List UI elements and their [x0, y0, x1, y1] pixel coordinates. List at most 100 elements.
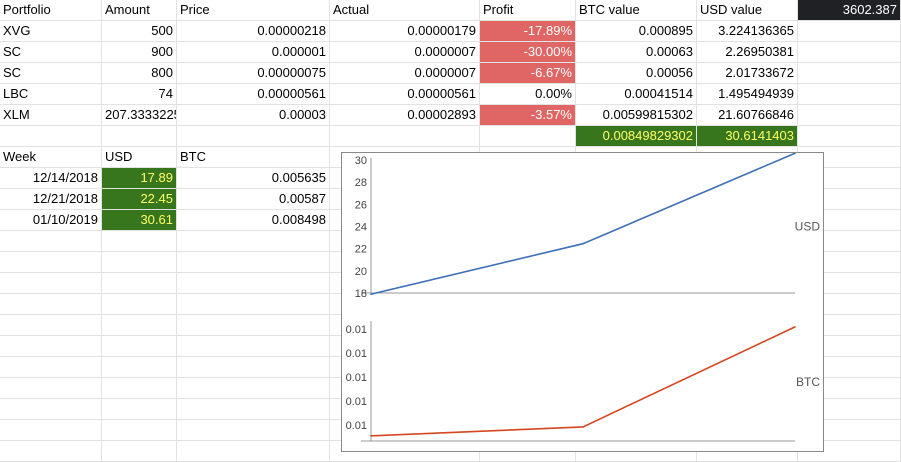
empty-cell[interactable]	[0, 441, 102, 462]
header-cell[interactable]: Profit	[480, 0, 576, 21]
empty-cell[interactable]	[798, 63, 901, 84]
empty-cell[interactable]	[102, 441, 177, 462]
empty-cell[interactable]	[798, 84, 901, 105]
header-cell[interactable]: Amount	[102, 0, 177, 21]
total-btc-cell[interactable]: 0.00849829302	[576, 126, 697, 147]
empty-cell[interactable]	[798, 42, 901, 63]
usd-value-cell[interactable]: 3.224136365	[697, 21, 798, 42]
empty-cell[interactable]	[0, 336, 102, 357]
empty-cell[interactable]	[0, 315, 102, 336]
profit-cell[interactable]: -30.00%	[480, 42, 576, 63]
empty-cell[interactable]	[177, 294, 330, 315]
empty-cell[interactable]	[102, 231, 177, 252]
empty-cell[interactable]	[102, 420, 177, 441]
empty-cell[interactable]	[177, 252, 330, 273]
header-cell[interactable]: Portfolio	[0, 0, 102, 21]
amount-cell[interactable]: 900	[102, 42, 177, 63]
empty-cell[interactable]	[0, 378, 102, 399]
coin-cell[interactable]: SC	[0, 63, 102, 84]
empty-cell[interactable]	[102, 273, 177, 294]
empty-cell[interactable]	[177, 399, 330, 420]
profit-cell[interactable]: -6.67%	[480, 63, 576, 84]
price-cell[interactable]: 0.00003	[177, 105, 330, 126]
coin-cell[interactable]: SC	[0, 42, 102, 63]
empty-cell[interactable]	[102, 399, 177, 420]
empty-cell[interactable]	[0, 273, 102, 294]
usd-value-cell[interactable]: 1.495494939	[697, 84, 798, 105]
price-cell[interactable]: 0.00000561	[177, 84, 330, 105]
empty-cell[interactable]	[102, 336, 177, 357]
empty-cell[interactable]	[177, 126, 330, 147]
usd-value-cell[interactable]: 21.60766846	[697, 105, 798, 126]
empty-cell[interactable]	[177, 273, 330, 294]
empty-cell[interactable]	[102, 357, 177, 378]
actual-cell[interactable]: 0.00000561	[330, 84, 480, 105]
weekly-usd-cell[interactable]: 17.89	[102, 168, 177, 189]
usd-value-cell[interactable]: 2.01733672	[697, 63, 798, 84]
week-cell[interactable]: 12/14/2018	[0, 168, 102, 189]
header-cell[interactable]: BTC	[177, 147, 330, 168]
line-chart[interactable]: 18 20 22 24 26 28 30 USD 0.01 0.01 0.01 0.01 0.01 BTC	[341, 152, 824, 452]
header-cell[interactable]: BTC value	[576, 0, 697, 21]
price-cell[interactable]: 0.000001	[177, 42, 330, 63]
empty-cell[interactable]	[330, 126, 480, 147]
btc-value-cell[interactable]: 0.00599815302	[576, 105, 697, 126]
empty-cell[interactable]	[177, 378, 330, 399]
actual-cell[interactable]: 0.0000007	[330, 42, 480, 63]
empty-cell[interactable]	[798, 126, 901, 147]
weekly-btc-cell[interactable]: 0.008498	[177, 210, 330, 231]
empty-cell[interactable]	[177, 420, 330, 441]
amount-cell[interactable]: 207.3333225	[102, 105, 177, 126]
actual-cell[interactable]: 0.00002893	[330, 105, 480, 126]
empty-cell[interactable]	[0, 294, 102, 315]
coin-cell[interactable]: LBC	[0, 84, 102, 105]
amount-cell[interactable]: 74	[102, 84, 177, 105]
week-cell[interactable]: 12/21/2018	[0, 189, 102, 210]
empty-cell[interactable]	[177, 357, 330, 378]
empty-cell[interactable]	[0, 231, 102, 252]
amount-cell[interactable]: 500	[102, 21, 177, 42]
empty-cell[interactable]	[0, 399, 102, 420]
header-cell[interactable]: USD	[102, 147, 177, 168]
empty-cell[interactable]	[0, 126, 102, 147]
header-cell[interactable]: Actual	[330, 0, 480, 21]
empty-cell[interactable]	[177, 315, 330, 336]
empty-cell[interactable]	[798, 105, 901, 126]
empty-cell[interactable]	[177, 336, 330, 357]
empty-cell[interactable]	[102, 126, 177, 147]
btc-value-cell[interactable]: 0.00063	[576, 42, 697, 63]
weekly-btc-cell[interactable]: 0.005635	[177, 168, 330, 189]
actual-cell[interactable]: 0.00000179	[330, 21, 480, 42]
btc-value-cell[interactable]: 0.00056	[576, 63, 697, 84]
btc-value-cell[interactable]: 0.000895	[576, 21, 697, 42]
coin-cell[interactable]: XLM	[0, 105, 102, 126]
empty-cell[interactable]	[177, 441, 330, 462]
total-usd-cell[interactable]: 30.6141403	[697, 126, 798, 147]
empty-cell[interactable]	[0, 420, 102, 441]
coin-cell[interactable]: XVG	[0, 21, 102, 42]
profit-cell[interactable]: 0.00%	[480, 84, 576, 105]
empty-cell[interactable]	[480, 126, 576, 147]
profit-cell[interactable]: -3.57%	[480, 105, 576, 126]
usd-value-cell[interactable]: 2.26950381	[697, 42, 798, 63]
btc-price-cell[interactable]: 3602.387	[798, 0, 901, 21]
header-cell[interactable]: Week	[0, 147, 102, 168]
empty-cell[interactable]	[0, 252, 102, 273]
weekly-usd-cell[interactable]: 30.61	[102, 210, 177, 231]
btc-value-cell[interactable]: 0.00041514	[576, 84, 697, 105]
empty-cell[interactable]	[0, 357, 102, 378]
header-cell[interactable]: USD value	[697, 0, 798, 21]
header-cell[interactable]: Price	[177, 0, 330, 21]
empty-cell[interactable]	[102, 294, 177, 315]
price-cell[interactable]: 0.00000218	[177, 21, 330, 42]
weekly-usd-cell[interactable]: 22.45	[102, 189, 177, 210]
profit-cell[interactable]: -17.89%	[480, 21, 576, 42]
empty-cell[interactable]	[102, 378, 177, 399]
empty-cell[interactable]	[798, 21, 901, 42]
empty-cell[interactable]	[102, 252, 177, 273]
empty-cell[interactable]	[102, 315, 177, 336]
amount-cell[interactable]: 800	[102, 63, 177, 84]
actual-cell[interactable]: 0.0000007	[330, 63, 480, 84]
price-cell[interactable]: 0.00000075	[177, 63, 330, 84]
